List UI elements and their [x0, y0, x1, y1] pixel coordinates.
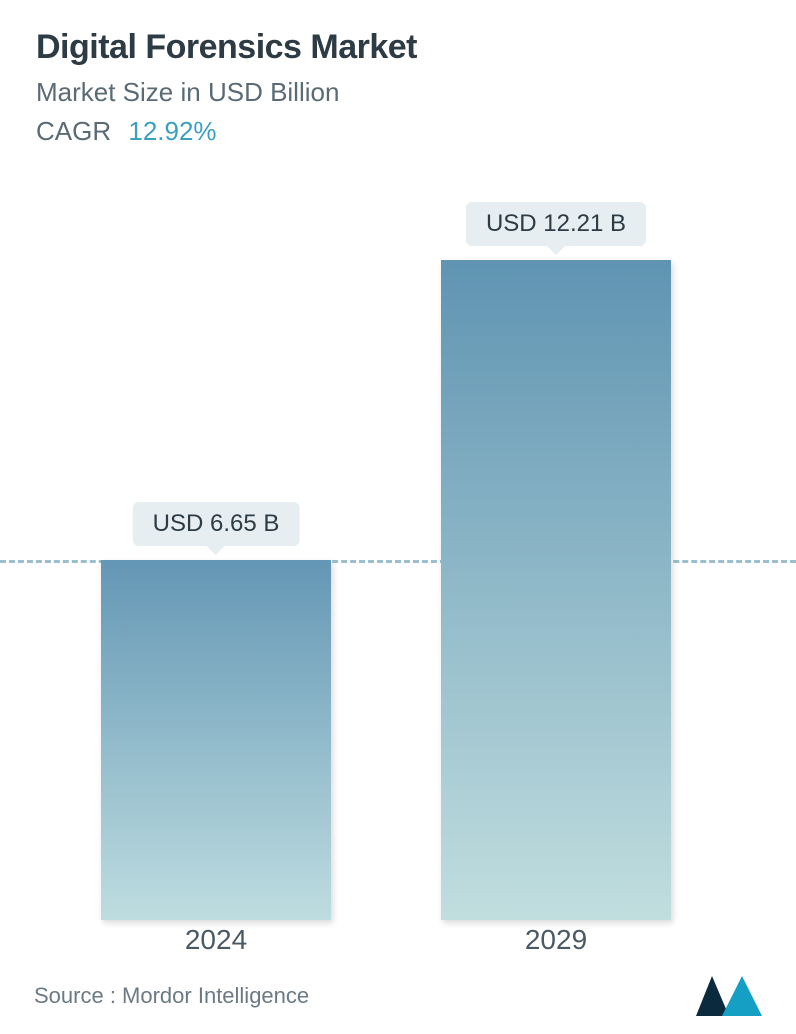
x-axis-labels: 2024 2029 — [0, 924, 796, 964]
cagr-label: CAGR — [36, 116, 111, 146]
value-label-2029: USD 12.21 B — [466, 202, 646, 246]
cagr-value: 12.92% — [128, 116, 216, 146]
header: Digital Forensics Market Market Size in … — [0, 0, 796, 147]
x-label-2024: 2024 — [185, 924, 247, 956]
source-text: Source : Mordor Intelligence — [34, 983, 309, 1009]
x-label-2029: 2029 — [525, 924, 587, 956]
chart-title: Digital Forensics Market — [36, 28, 760, 67]
value-label-2024: USD 6.65 B — [133, 502, 300, 546]
brand-logo-icon — [696, 976, 762, 1016]
plot-container: USD 6.65 B USD 12.21 B — [0, 190, 796, 920]
chart-plot-area: USD 6.65 B USD 12.21 B — [0, 190, 796, 920]
footer: Source : Mordor Intelligence — [0, 976, 796, 1016]
bar-2029 — [441, 260, 671, 920]
chart-subtitle: Market Size in USD Billion — [36, 77, 760, 108]
bar-2024 — [101, 560, 331, 920]
cagr-row: CAGR 12.92% — [36, 116, 760, 147]
